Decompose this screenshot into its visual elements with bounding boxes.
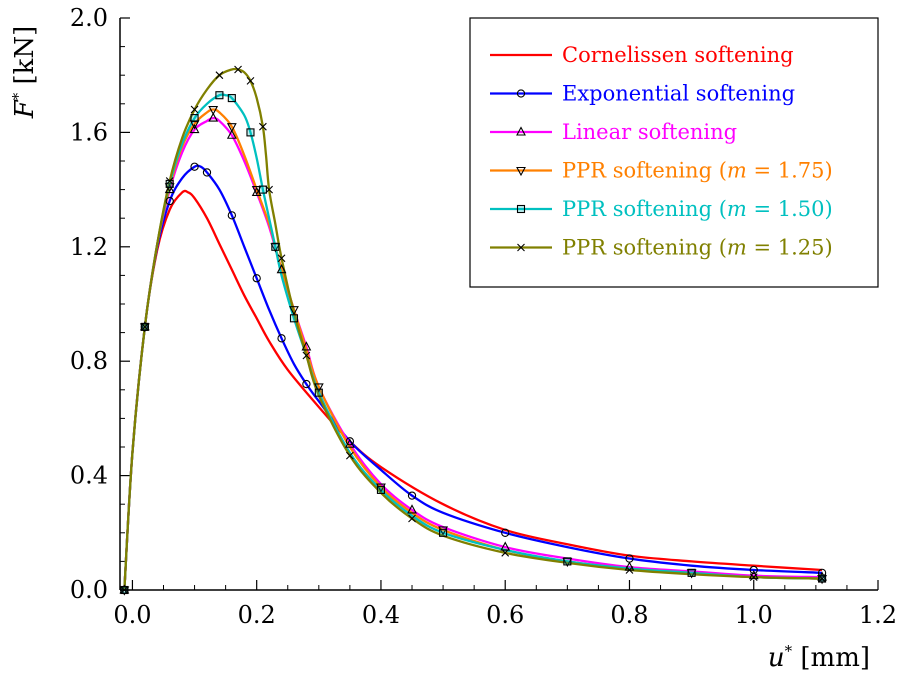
x-tick-label: 0.6 [486,601,524,629]
data-point-marker [252,274,261,283]
data-point-marker [226,123,237,133]
legend-marker [516,166,526,177]
data-point-marker [251,186,262,197]
legend-label: Linear softening [562,120,737,144]
x-axis-title: u* [mm] [768,642,870,673]
data-point-marker [251,186,262,196]
data-point-marker [501,548,510,557]
legend-label: Exponential softening [562,82,795,106]
data-point-marker [190,114,199,123]
axis-ticks [120,17,879,591]
data-point-marker [277,254,286,263]
x-tick-label: 1.2 [859,601,897,629]
data-point-marker [202,168,212,177]
data-point-marker [259,122,267,131]
y-tick-label: 1.2 [70,233,108,261]
data-point-marker [687,568,696,577]
y-tick-label: 0.0 [70,576,108,604]
data-point-marker [438,526,448,536]
data-point-marker [345,437,355,446]
x-tick-label: 1.0 [735,601,773,629]
data-point-marker [208,112,219,122]
data-point-marker [818,574,826,583]
data-point-marker [215,71,224,80]
data-point-marker [190,105,199,114]
data-point-marker [563,557,572,566]
data-point-marker [313,383,324,393]
axes [119,18,878,591]
data-point-marker [189,123,200,134]
legend-marker [516,89,526,98]
x-tick-label: 0.4 [362,601,400,629]
legend-label: PPR softening (m = 1.25) [562,236,833,260]
data-point-marker [407,491,417,500]
data-point-marker [344,438,355,448]
data-point-marker [345,451,354,460]
data-point-marker [271,242,280,251]
data-point-marker [265,185,274,194]
data-point-marker [246,128,255,137]
data-point-marker [301,341,312,351]
tick-labels: 0.0 0.2 0.4 0.6 0.8 1.0 1.2 0.0 0.4 0.8 1.2 1.6 2.0 [70,4,897,629]
data-point-marker [165,177,174,185]
y-tick-label: 0.4 [70,462,108,490]
y-tick-label: 0.8 [70,347,108,375]
y-axis-title: F* [kN] [9,26,40,120]
data-point-marker [215,91,224,100]
data-point-marker [289,306,299,316]
data-point-marker [749,573,758,582]
y-tick-label: 2.0 [70,4,108,32]
data-point-marker [190,162,199,171]
series-line-2 [123,164,823,591]
legend-box [469,17,879,288]
legend: Cornelissen softening Exponential softeni… [469,17,879,288]
legend-label: PPR softening (m = 1.50) [562,197,833,221]
data-point-marker [246,77,255,85]
data-point-marker [226,129,237,139]
legend-marker [516,126,526,136]
data-point-marker [376,483,386,493]
data-point-marker [234,65,242,74]
data-point-marker [408,514,416,523]
data-point-marker [625,566,634,574]
data-point-marker [407,504,417,514]
data-point-marker [314,388,323,397]
data-point-marker [749,565,758,575]
data-point-marker [164,183,175,194]
x-tick-label: 0.0 [113,601,151,629]
data-point-marker [277,334,286,343]
data-point-marker [189,120,200,130]
data-point-marker [227,211,236,220]
legend-marker [516,204,526,214]
data-point-marker [501,528,510,537]
legend-marker [517,243,525,252]
data-point-marker [500,541,511,551]
x-tick-label: 0.8 [610,601,648,629]
legend-label: PPR softening (m = 1.75) [562,159,833,183]
data-point-marker [208,105,219,116]
data-point-marker [276,264,287,274]
data-point-marker [376,485,386,494]
data-point-marker [140,322,149,331]
y-tick-label: 1.6 [70,118,108,146]
data-point-marker [817,568,827,577]
data-point-marker [258,185,267,194]
markers [119,65,827,596]
data-point-marker [227,94,236,103]
data-point-marker [302,351,311,360]
data-point-marker [439,528,448,537]
legend-label: Cornelissen softening [562,43,794,67]
data-point-marker [302,379,311,389]
data-point-marker [165,196,174,206]
x-tick-label: 0.2 [238,601,276,629]
data-point-marker [289,314,299,323]
series-line-6 [123,67,823,591]
